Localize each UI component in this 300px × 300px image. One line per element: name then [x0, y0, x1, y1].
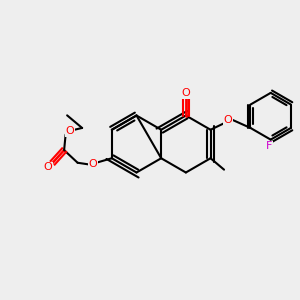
Text: F: F — [266, 141, 272, 151]
Text: O: O — [223, 115, 232, 125]
Text: O: O — [182, 88, 190, 98]
Text: O: O — [89, 159, 98, 169]
Text: O: O — [66, 126, 74, 136]
Text: O: O — [44, 162, 52, 172]
